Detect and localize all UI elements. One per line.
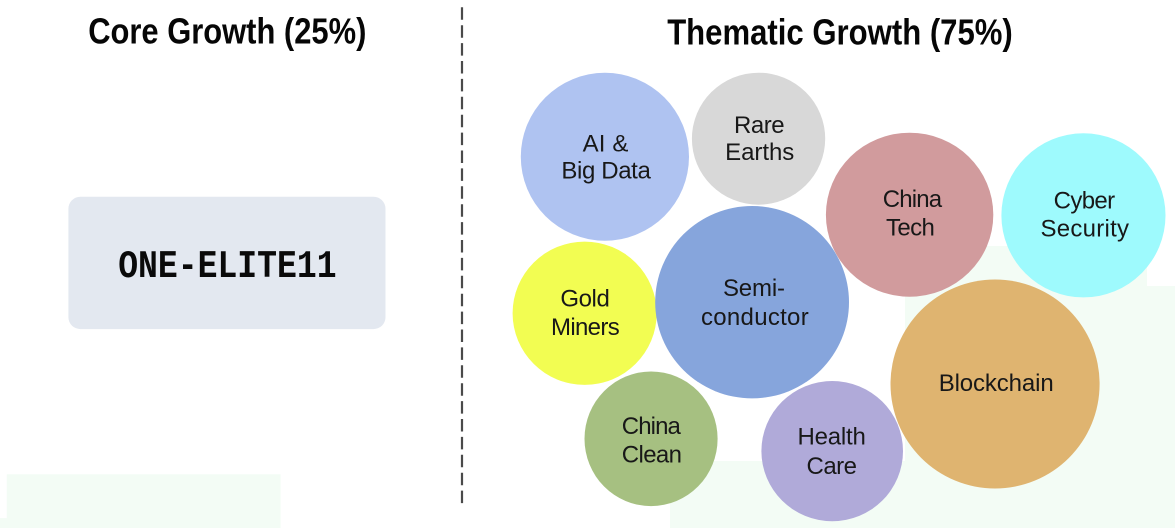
svg-text:Cyber: Cyber [1054, 187, 1116, 214]
svg-text:Gold: Gold [560, 286, 609, 313]
svg-text:Semi-: Semi- [723, 275, 785, 302]
svg-text:Rare: Rare [734, 112, 785, 139]
svg-text:Thematic Growth (75%): Thematic Growth (75%) [667, 11, 1013, 52]
svg-text:China: China [622, 413, 682, 440]
svg-text:Big Data: Big Data [561, 158, 651, 185]
svg-text:Care: Care [807, 453, 858, 480]
svg-text:Blockchain: Blockchain [939, 370, 1054, 397]
svg-text:China: China [883, 186, 943, 213]
svg-text:Tech: Tech [886, 214, 935, 241]
svg-text:Core Growth (25%): Core Growth (25%) [88, 11, 366, 52]
svg-text:ONE-ELITE11: ONE-ELITE11 [118, 245, 336, 289]
svg-text:Miners: Miners [551, 314, 620, 341]
svg-text:Health: Health [798, 424, 866, 451]
svg-text:Clean: Clean [622, 441, 682, 468]
svg-text:AI &: AI & [583, 130, 629, 157]
svg-text:Earths: Earths [725, 139, 794, 166]
svg-text:Security: Security [1041, 215, 1130, 242]
svg-text:conductor: conductor [701, 304, 809, 331]
